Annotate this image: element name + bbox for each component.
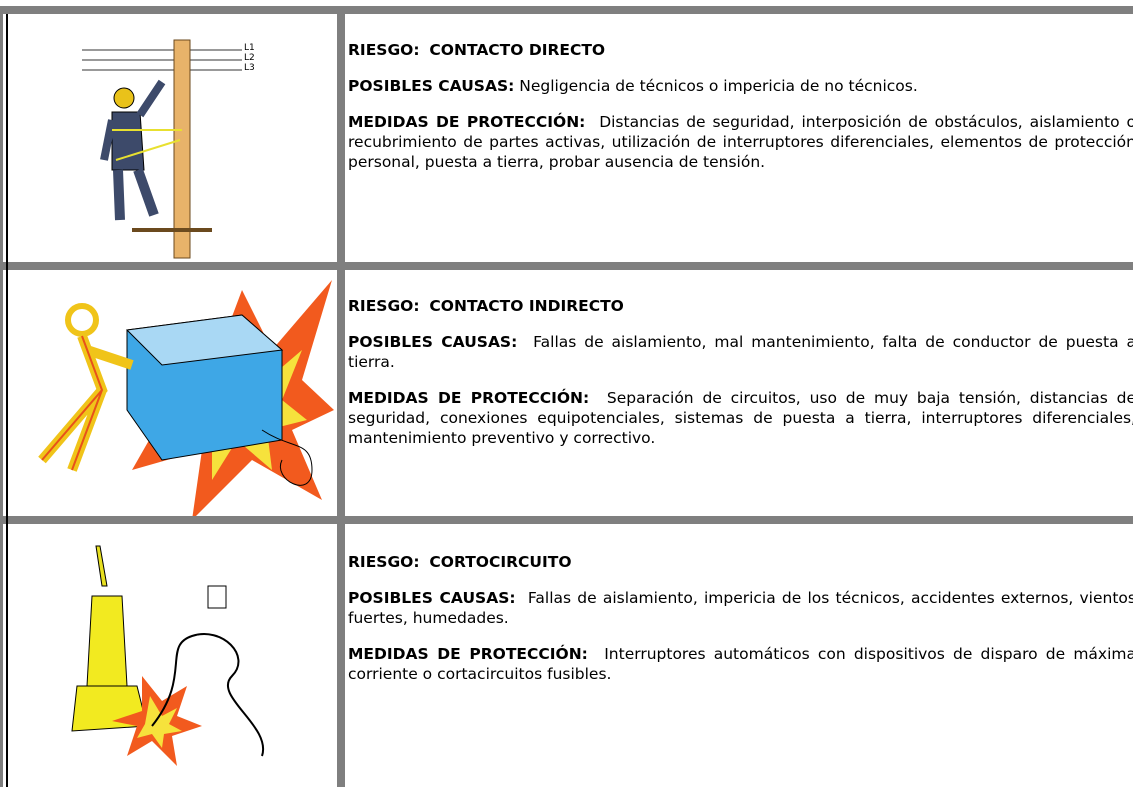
- risk-label: RIESGO:: [348, 297, 420, 315]
- causes: Fallas de aislamiento, impericia de los …: [348, 589, 1133, 627]
- illustration-vacuum: [71, 545, 265, 766]
- causes-label: POSIBLES CAUSAS:: [348, 77, 515, 95]
- row-border: [0, 6, 1133, 14]
- row-border: [0, 516, 1133, 524]
- causes: Negligencia de técnicos o impericia de n…: [519, 77, 918, 95]
- measures: Interruptores automáticos con dispositiv…: [348, 645, 1133, 683]
- left-border: [0, 6, 3, 787]
- left-border: [6, 14, 8, 787]
- causes-label: POSIBLES CAUSAS:: [348, 589, 516, 607]
- risk-label: RIESGO:: [348, 41, 420, 59]
- line-label: L3: [244, 63, 255, 73]
- risk-label: RIESGO:: [348, 553, 420, 571]
- risk-text: RIESGO: CORTOCIRCUITO POSIBLES CAUSAS: F…: [348, 552, 1133, 700]
- measures-label: MEDIDAS DE PROTECCIÓN:: [348, 113, 586, 131]
- illustration-washer: [38, 280, 334, 516]
- line-label: L1: [244, 43, 255, 53]
- measures: Distancias de seguridad, interposición d…: [348, 113, 1133, 171]
- risk-name: CORTOCIRCUITO: [429, 553, 572, 571]
- risk-text: RIESGO: CONTACTO DIRECTO POSIBLES CAUSAS…: [348, 40, 1133, 188]
- risk-name: CONTACTO DIRECTO: [429, 41, 606, 59]
- causes: Fallas de aislamiento, mal mantenimiento…: [348, 333, 1133, 371]
- illustration-lineman: L1 L2 L3: [82, 39, 255, 259]
- measures: Separación de circuitos, uso de muy baja…: [348, 389, 1133, 447]
- line-label: L2: [244, 53, 255, 63]
- risk-text: RIESGO: CONTACTO INDIRECTO POSIBLES CAUS…: [348, 296, 1133, 464]
- column-border: [337, 6, 345, 787]
- measures-label: MEDIDAS DE PROTECCIÓN:: [348, 389, 590, 407]
- risk-name: CONTACTO INDIRECTO: [429, 297, 624, 315]
- causes-label: POSIBLES CAUSAS:: [348, 333, 518, 351]
- row-border: [0, 262, 1133, 270]
- measures-label: MEDIDAS DE PROTECCIÓN:: [348, 645, 588, 663]
